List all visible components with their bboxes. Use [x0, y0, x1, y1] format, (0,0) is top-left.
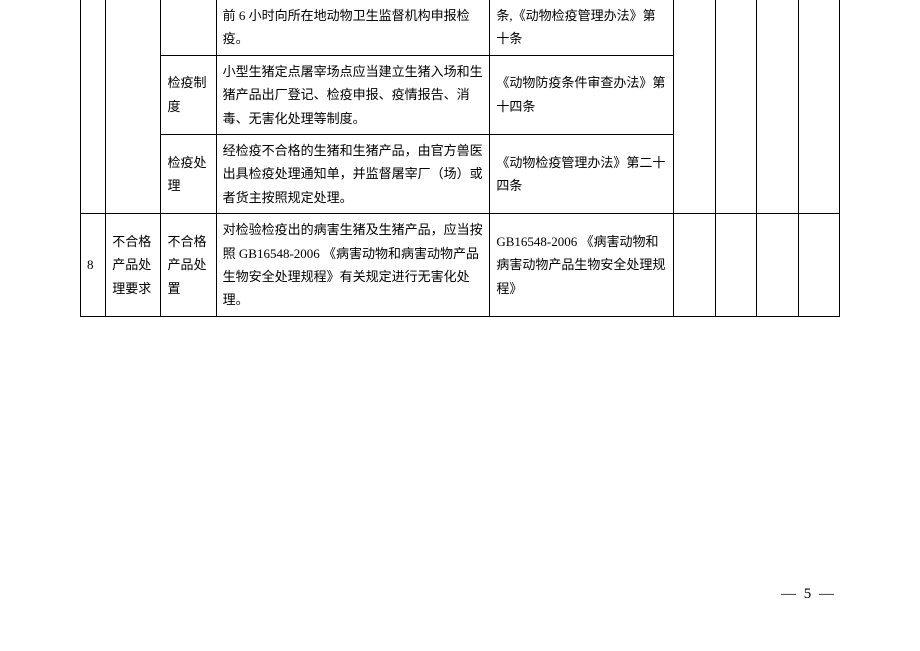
cell-sub: 不合格产品处置: [161, 214, 216, 317]
table-row: 前 6 小时向所在地动物卫生监督机构申报检疫。 条,《动物检疫管理办法》第十条: [81, 0, 840, 55]
page-number: — 5 —: [781, 586, 836, 603]
cell-law: GB16548-2006 《病害动物和病害动物产品生物安全处理规程》: [490, 214, 674, 317]
cell-sub: 检疫处理: [161, 134, 216, 213]
cell-law: 条,《动物检疫管理办法》第十条: [490, 0, 674, 55]
cell-empty: [798, 0, 839, 214]
cell-sub: [161, 0, 216, 55]
cell-empty: [715, 0, 756, 214]
cell-req: 经检疫不合格的生猪和生猪产品，由官方兽医出具检疫处理通知单，并监督屠宰厂（场）或…: [216, 134, 490, 213]
document-page: 前 6 小时向所在地动物卫生监督机构申报检疫。 条,《动物检疫管理办法》第十条 …: [0, 0, 920, 317]
regulation-table: 前 6 小时向所在地动物卫生监督机构申报检疫。 条,《动物检疫管理办法》第十条 …: [80, 0, 840, 317]
cell-law: 《动物防疫条件审查办法》第十四条: [490, 55, 674, 134]
cell-cat: [106, 0, 161, 214]
cell-empty: [757, 214, 798, 317]
cell-law: 《动物检疫管理办法》第二十四条: [490, 134, 674, 213]
cell-num: [81, 0, 106, 214]
cell-empty: [674, 0, 715, 214]
cell-empty: [715, 214, 756, 317]
cell-req: 前 6 小时向所在地动物卫生监督机构申报检疫。: [216, 0, 490, 55]
cell-cat: 不合格产品处理要求: [106, 214, 161, 317]
cell-req: 小型生猪定点屠宰场点应当建立生猪入场和生猪产品出厂登记、检疫申报、疫情报告、消毒…: [216, 55, 490, 134]
table-row: 8 不合格产品处理要求 不合格产品处置 对检验检疫出的病害生猪及生猪产品，应当按…: [81, 214, 840, 317]
cell-empty: [757, 0, 798, 214]
cell-sub: 检疫制度: [161, 55, 216, 134]
cell-empty: [674, 214, 715, 317]
cell-empty: [798, 214, 839, 317]
cell-num: 8: [81, 214, 106, 317]
cell-req: 对检验检疫出的病害生猪及生猪产品，应当按照 GB16548-2006 《病害动物…: [216, 214, 490, 317]
